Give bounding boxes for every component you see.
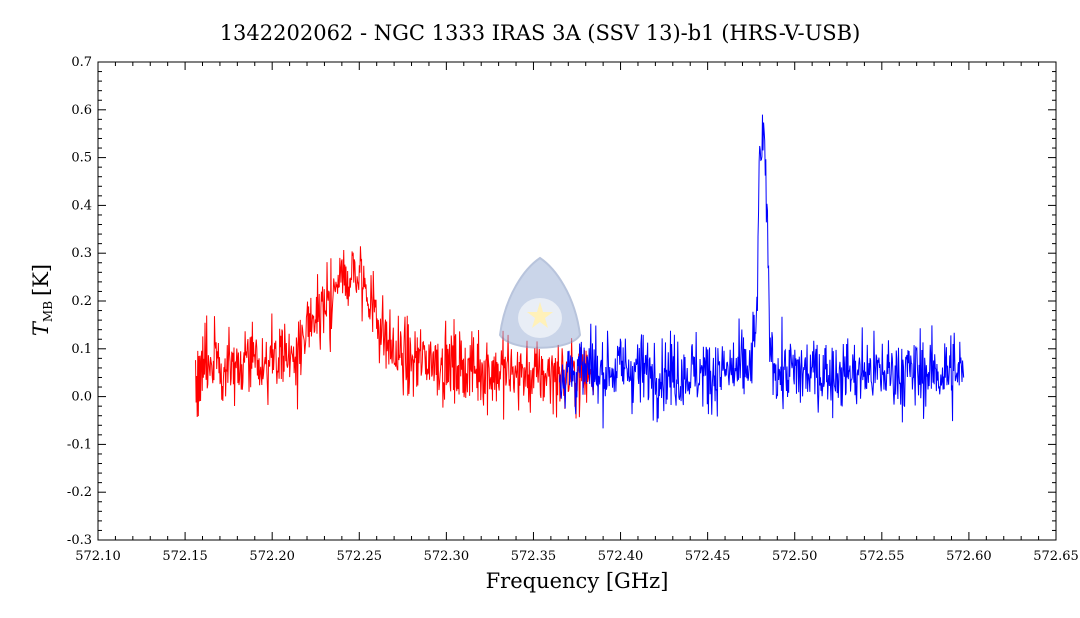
x-tick-label: 572.30 <box>424 549 470 564</box>
y-axis-subscript: MB <box>41 301 55 322</box>
series-line-1 <box>559 114 965 429</box>
series-layer <box>195 114 965 429</box>
y-tick-label: 0.3 <box>71 246 92 261</box>
x-tick-label: 572.25 <box>337 549 383 564</box>
axis-ticks <box>97 61 1057 541</box>
x-axis-label: Frequency [GHz] <box>486 569 669 593</box>
y-tick-label: 0.4 <box>71 198 92 213</box>
y-tick-label: -0.1 <box>67 437 92 452</box>
y-tick-label: -0.2 <box>67 485 92 500</box>
star-icon <box>527 302 553 328</box>
x-tick-label: 572.60 <box>946 549 992 564</box>
y-tick-label: 0.7 <box>71 55 92 70</box>
y-tick-label: 0.0 <box>71 390 92 405</box>
y-axis-unit: [K] <box>29 264 53 296</box>
y-tick-label: 0.1 <box>71 342 92 357</box>
x-tick-label: 572.65 <box>1033 549 1079 564</box>
y-axis-label: TMB [K] <box>29 264 55 336</box>
y-tick-labels: 0.7 0.6 0.5 0.4 0.3 0.2 0.1 0.0 -0.1 -0.2 -0.3 <box>67 55 92 548</box>
x-tick-label: 572.20 <box>249 549 295 564</box>
plot-frame <box>97 61 1057 541</box>
x-tick-label: 572.35 <box>511 549 557 564</box>
y-axis-symbol: T <box>29 320 53 336</box>
chart-title: 1342202062 - NGC 1333 IRAS 3A (SSV 13)-b… <box>220 21 861 45</box>
watermark-logo <box>498 256 582 349</box>
svg-text:TMB[K]: TMB [K] <box>29 264 55 336</box>
y-tick-label: 0.2 <box>71 294 92 309</box>
y-tick-label: 0.5 <box>71 151 92 166</box>
series-line-0 <box>195 246 595 420</box>
x-tick-labels: 572.10 572.15 572.20 572.25 572.30 572.35 572.… <box>75 549 1079 564</box>
y-tick-label: 0.6 <box>71 103 92 118</box>
x-tick-label: 572.45 <box>685 549 731 564</box>
x-tick-label: 572.40 <box>598 549 644 564</box>
y-tick-label: -0.3 <box>67 533 92 548</box>
x-tick-label: 572.10 <box>75 549 121 564</box>
x-tick-label: 572.55 <box>859 549 905 564</box>
x-tick-label: 572.15 <box>162 549 208 564</box>
x-tick-label: 572.50 <box>772 549 818 564</box>
